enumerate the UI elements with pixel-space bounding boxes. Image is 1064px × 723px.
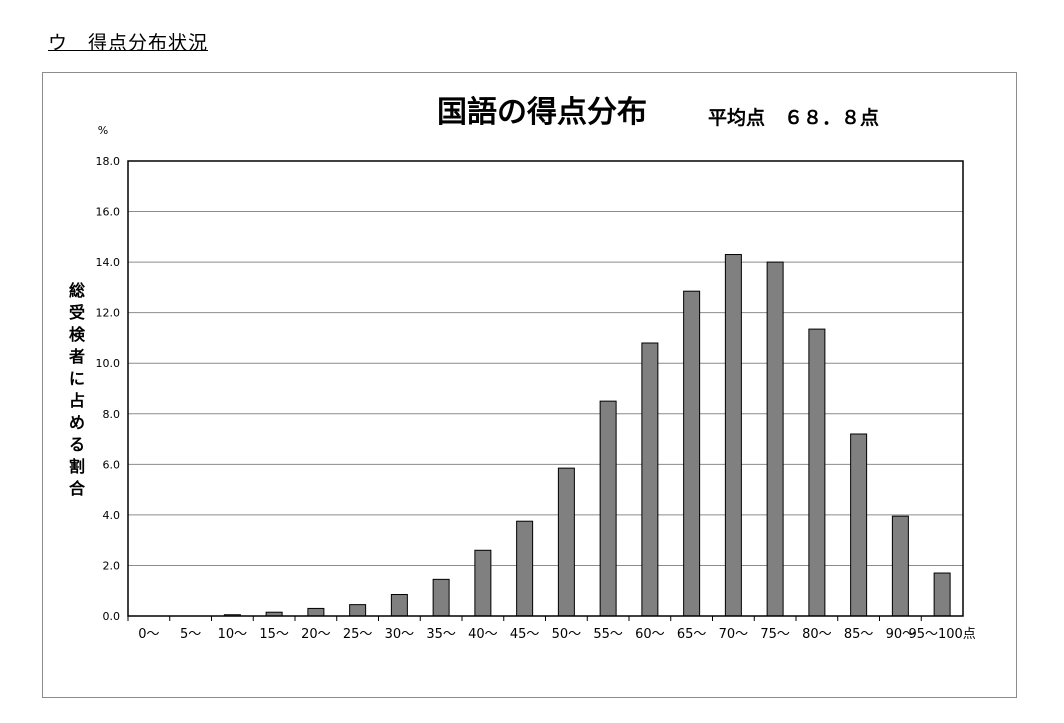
x-tick-label: 45〜 (510, 627, 540, 642)
y-tick-label: 0.0 (103, 610, 121, 623)
x-tick-label: 20〜 (301, 627, 331, 642)
y-tick-labels: 0.0 2.0 4.0 6.0 8.0 10.0 12.0 14.0 16.0 18.0 (96, 155, 121, 623)
x-tick-label: 85〜 (844, 627, 874, 642)
x-tick-label: 80〜 (802, 627, 832, 642)
x-tick-label: 30〜 (385, 627, 415, 642)
bar (516, 520, 534, 617)
chart-frame (42, 72, 1017, 698)
bar (683, 290, 701, 617)
bar (891, 515, 909, 617)
x-tick-labels: 0〜 5〜 10〜 15〜 20〜 25〜 30〜 35〜 40〜 45〜 50〜 55〜 60〜 65〜… (127, 616, 976, 642)
y-tick-label: 10.0 (96, 357, 121, 370)
y-tick-label: 6.0 (103, 458, 121, 471)
x-tick-label: 95〜100点 (908, 627, 975, 642)
x-tick-label: 55〜 (593, 627, 623, 642)
y-tick-label: 4.0 (103, 509, 121, 522)
y-tick-label: 8.0 (103, 408, 121, 421)
x-tick-label: 75〜 (760, 627, 790, 642)
x-tick-label: 40〜 (468, 627, 498, 642)
bar (641, 342, 659, 617)
section-heading: ウ 得点分布状況 (48, 32, 209, 54)
x-tick-label: 70〜 (719, 627, 749, 642)
average-score-label: 平均点 ６８．８点 (708, 106, 879, 129)
x-tick-label: 10〜 (218, 627, 248, 642)
bar (933, 572, 951, 617)
bar (850, 433, 868, 617)
bar (557, 467, 575, 617)
bar (766, 261, 784, 617)
y-axis-label: 総受検者に占める割合 (68, 281, 86, 498)
y-tick-label: 14.0 (96, 256, 121, 269)
bar (724, 254, 742, 617)
y-tick-label: 16.0 (96, 206, 121, 219)
x-tick-label: 65〜 (677, 627, 707, 642)
x-tick-label: 60〜 (635, 627, 665, 642)
chart-title: 国語の得点分布 (437, 95, 647, 130)
x-tick-label: 90〜 (886, 627, 916, 642)
x-tick-label: 0〜 (138, 627, 159, 642)
plot-area (127, 160, 964, 617)
bar (474, 549, 492, 617)
bar (349, 604, 367, 617)
bar (808, 328, 826, 617)
x-tick-label: 5〜 (180, 627, 201, 642)
y-unit-label: % (98, 124, 108, 137)
grid-lines (128, 160, 963, 617)
bar (307, 607, 325, 617)
bar (432, 578, 450, 617)
y-tick-label: 18.0 (96, 155, 121, 168)
x-tick-label: 50〜 (552, 627, 582, 642)
bars (223, 254, 951, 617)
y-tick-label: 2.0 (103, 559, 121, 572)
y-tick-label: 12.0 (96, 307, 121, 320)
x-tick-label: 15〜 (259, 627, 289, 642)
bar (599, 400, 617, 617)
bar (390, 594, 408, 617)
x-tick-label: 25〜 (343, 627, 373, 642)
x-tick-label: 35〜 (426, 627, 456, 642)
